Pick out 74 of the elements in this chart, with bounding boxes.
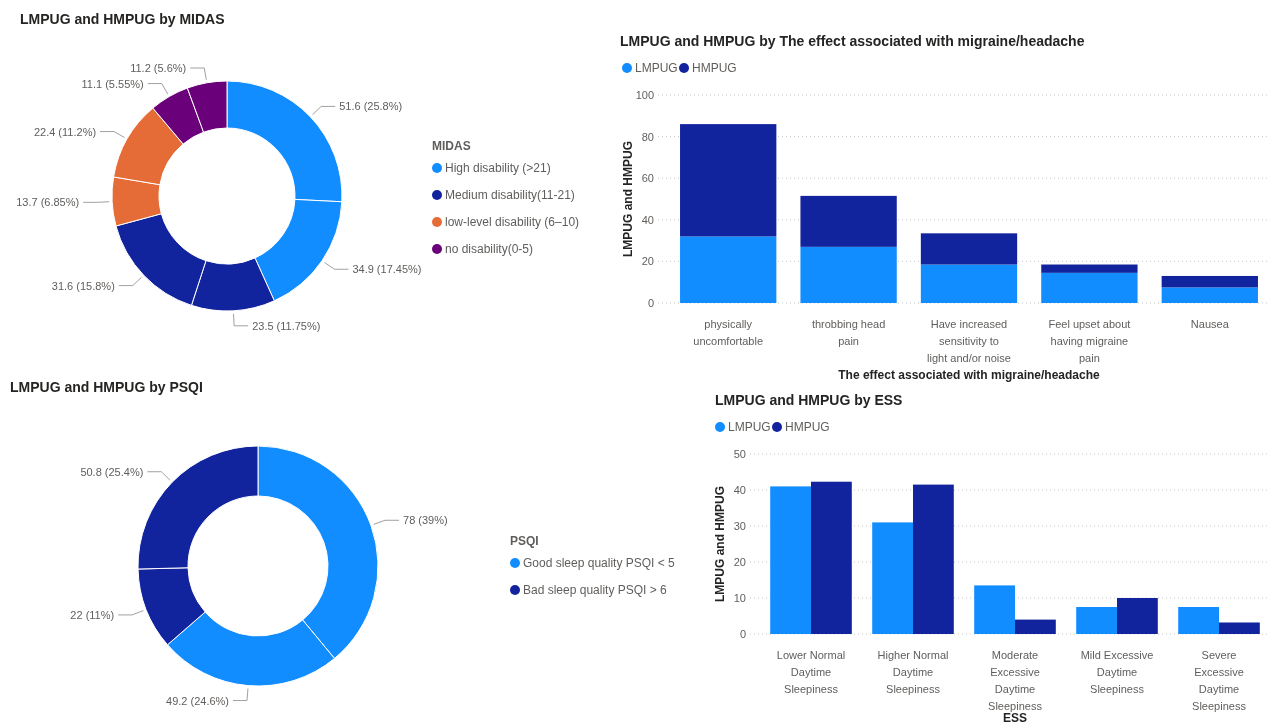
- x-tick-label: physically uncomfortable: [693, 318, 764, 347]
- y-axis-title: LMPUG and HMPUG: [713, 486, 727, 602]
- bar: [1015, 619, 1056, 634]
- bar: [1161, 287, 1258, 303]
- bar: [872, 522, 913, 634]
- x-tick-label: Severe Excessive Daytime Sleepiness: [1192, 649, 1247, 712]
- bar: [800, 195, 897, 247]
- data-label: 34.9 (17.45%): [352, 263, 422, 276]
- y-tick-label: 50: [733, 448, 746, 460]
- data-label: 51.6 (25.8%): [339, 100, 403, 113]
- legend-label: LMPUG: [728, 420, 771, 434]
- bar: [1161, 275, 1258, 288]
- bar: [1117, 598, 1158, 634]
- legend-label: Bad sleep quality PSQI > 6: [523, 583, 668, 597]
- data-label: 31.6 (15.8%): [51, 279, 115, 292]
- data-label: 50.8 (25.4%): [80, 465, 144, 478]
- bar: [1076, 607, 1117, 634]
- bar: [920, 264, 1018, 303]
- legend-label: no disability(0-5): [445, 242, 534, 256]
- bar: [913, 484, 954, 634]
- y-tick-label: 30: [733, 520, 746, 532]
- x-tick-label: Nausea: [1190, 318, 1230, 330]
- y-tick-label: 0: [647, 297, 654, 309]
- x-tick-label: Have increased sensitivity to light and/or noise: [927, 318, 1011, 364]
- legend-label: LMPUG: [635, 61, 678, 75]
- data-label: 13.7 (6.85%): [16, 196, 80, 209]
- data-label: 23.5 (11.75%): [252, 319, 321, 332]
- bar: [1219, 622, 1260, 634]
- y-tick-label: 20: [641, 255, 654, 268]
- bar: [1041, 264, 1138, 273]
- y-tick-label: 60: [641, 172, 654, 185]
- x-tick-label: Feel upset about having migraine pain: [1048, 318, 1131, 364]
- x-axis-title: The effect associated with migraine/headache: [838, 368, 1101, 382]
- bar: [680, 124, 777, 237]
- y-tick-label: 80: [641, 130, 654, 143]
- data-label: 11.1 (5.55%): [81, 77, 144, 90]
- legend-title: PSQI: [510, 534, 539, 548]
- bar: [680, 236, 777, 303]
- bar: [1178, 607, 1219, 634]
- y-axis-title: LMPUG and HMPUG: [621, 141, 635, 257]
- bar: [974, 585, 1015, 634]
- bar: [770, 486, 811, 634]
- legend-label: Good sleep quality PSQI < 5: [523, 556, 676, 570]
- x-tick-label: Mild Excessive Daytime Sleepiness: [1080, 649, 1154, 695]
- data-label: 22 (11%): [70, 608, 115, 621]
- y-tick-label: 20: [733, 556, 746, 568]
- x-tick-label: Lower Normal Daytime Sleepiness: [776, 649, 846, 695]
- y-tick-label: 100: [635, 89, 654, 101]
- legend-label: HMPUG: [692, 61, 737, 75]
- data-label: 22.4 (11.2%): [33, 125, 97, 138]
- chart-title: LMPUG and HMPUG by MIDAS: [20, 11, 225, 27]
- legend-label: low-level disability (6–10): [445, 215, 580, 229]
- data-label: 49.2 (24.6%): [166, 694, 229, 707]
- x-tick-label: Moderate Excessive Daytime Sleepiness: [988, 649, 1043, 712]
- chart-title: LMPUG and HMPUG by ESS: [715, 392, 903, 408]
- y-tick-label: 10: [733, 592, 746, 604]
- data-label: 11.2 (5.6%): [130, 62, 187, 75]
- bar: [811, 481, 852, 634]
- legend-label: HMPUG: [785, 420, 830, 434]
- bar: [1041, 272, 1138, 303]
- bar: [920, 233, 1018, 265]
- y-tick-label: 0: [739, 628, 746, 640]
- legend-label: Medium disability(11-21): [445, 188, 575, 202]
- y-tick-label: 40: [641, 213, 654, 226]
- x-tick-label: throbbing head pain: [811, 318, 886, 347]
- legend-label: High disability (>21): [445, 161, 551, 175]
- x-tick-label: Higher Normal Daytime Sleepiness: [877, 649, 949, 695]
- bar: [800, 246, 897, 303]
- chart-title: LMPUG and HMPUG by PSQI: [10, 379, 203, 395]
- legend-title: MIDAS: [432, 139, 471, 153]
- y-tick-label: 40: [733, 484, 746, 496]
- data-label: 78 (39%): [403, 514, 448, 527]
- chart-title: LMPUG and HMPUG by The effect associated with migraine/headache: [620, 33, 1085, 49]
- x-axis-title: ESS: [1002, 711, 1028, 725]
